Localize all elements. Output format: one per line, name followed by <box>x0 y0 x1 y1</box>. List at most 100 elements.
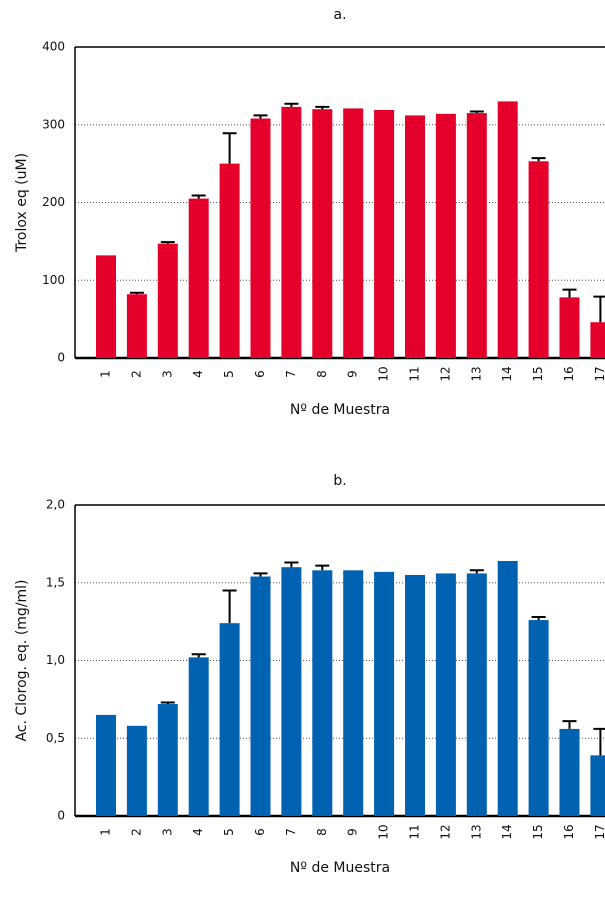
x-tick-label: 13 <box>469 824 483 839</box>
x-axis-title: Nº de Muestra <box>290 860 390 876</box>
error-bar <box>253 114 268 119</box>
x-tick-label: 13 <box>469 366 483 381</box>
error-bar <box>315 105 330 110</box>
bar <box>126 725 147 816</box>
x-tick-label: 11 <box>408 366 422 381</box>
bar <box>188 657 209 816</box>
y-tick-label: 0,5 <box>46 731 65 745</box>
error-bar <box>562 288 577 298</box>
error-bar <box>191 653 206 658</box>
error-bar <box>284 102 299 107</box>
bar <box>497 101 518 359</box>
error-bar <box>562 720 577 729</box>
x-tick-label: 4 <box>191 828 205 836</box>
bar <box>497 560 518 816</box>
error-bar <box>160 241 175 244</box>
y-tick-label: 400 <box>42 40 65 54</box>
x-tick-label: 2 <box>129 828 143 836</box>
bar <box>96 714 116 816</box>
bar <box>559 297 580 358</box>
x-tick-label: 9 <box>346 828 360 836</box>
bar <box>219 163 240 358</box>
x-tick-label: 14 <box>500 824 514 839</box>
bar <box>528 620 549 816</box>
y-tick-label: 200 <box>42 195 65 209</box>
x-tick-label: 14 <box>500 366 514 381</box>
y-tick-label: 1,5 <box>46 575 65 589</box>
x-tick-label: 15 <box>531 366 545 381</box>
x-tick-label: 12 <box>438 366 452 381</box>
bar <box>405 574 425 816</box>
bar <box>343 570 364 816</box>
x-tick-label: 15 <box>531 824 545 839</box>
y-tick-label: 100 <box>42 273 65 287</box>
error-bar <box>160 701 175 705</box>
bar <box>590 322 605 358</box>
chart-title: a. <box>333 7 346 23</box>
x-tick-label: 10 <box>377 366 391 381</box>
x-tick-label: 17 <box>593 366 605 381</box>
x-tick-label: 10 <box>377 824 391 839</box>
bar <box>374 571 395 816</box>
error-bar <box>284 561 299 568</box>
x-tick-label: 16 <box>562 366 576 381</box>
bar <box>435 573 456 816</box>
bar <box>435 113 456 359</box>
error-bar <box>531 615 546 621</box>
error-bar <box>531 157 546 162</box>
bar <box>466 573 487 816</box>
x-tick-label: 5 <box>222 370 236 378</box>
bar <box>559 728 580 816</box>
x-tick-label: 3 <box>160 828 174 836</box>
error-bar <box>593 295 605 323</box>
error-bar <box>315 564 330 571</box>
bar <box>96 255 116 358</box>
y-tick-label: 0 <box>57 809 65 823</box>
y-axis-title: Ac. Clorog. eq. (mg/ml) <box>14 579 30 741</box>
x-tick-label: 8 <box>315 828 329 836</box>
bar <box>590 755 605 816</box>
y-tick-label: 1,0 <box>46 653 65 667</box>
bar <box>157 704 178 816</box>
x-tick-label: 1 <box>99 370 113 378</box>
error-bar <box>253 572 268 577</box>
bar <box>281 106 302 359</box>
error-bar <box>593 727 605 756</box>
x-tick-label: 11 <box>408 824 422 839</box>
bar <box>343 108 364 358</box>
y-tick-label: 300 <box>42 117 65 131</box>
x-tick-label: 7 <box>284 370 298 378</box>
x-tick-label: 2 <box>129 370 143 378</box>
y-tick-label: 2,0 <box>46 498 65 512</box>
x-tick-label: 6 <box>253 828 267 836</box>
y-tick-label: 0 <box>57 351 65 365</box>
bar <box>374 109 395 358</box>
x-tick-label: 17 <box>593 824 605 839</box>
error-bar <box>222 589 237 624</box>
x-tick-label: 1 <box>99 828 113 836</box>
x-tick-label: 4 <box>191 370 205 378</box>
bar <box>126 294 147 358</box>
x-tick-label: 9 <box>346 370 360 378</box>
bar <box>250 576 271 816</box>
x-tick-label: 7 <box>284 828 298 836</box>
x-tick-label: 16 <box>562 824 576 839</box>
bar <box>528 161 549 358</box>
bar <box>188 198 209 358</box>
bar <box>466 113 487 359</box>
bar <box>312 570 333 816</box>
bar <box>405 115 425 358</box>
y-axis-title: Trolox eq (uM) <box>14 153 30 253</box>
error-bar <box>191 194 206 199</box>
error-bar <box>469 110 484 114</box>
bar <box>250 118 271 358</box>
error-bar <box>129 291 144 295</box>
bar <box>312 109 333 358</box>
x-tick-label: 5 <box>222 828 236 836</box>
x-tick-label: 6 <box>253 370 267 378</box>
x-tick-label: 12 <box>438 824 452 839</box>
chart-title: b. <box>333 473 346 489</box>
bar <box>219 623 240 816</box>
x-axis-title: Nº de Muestra <box>290 402 390 418</box>
